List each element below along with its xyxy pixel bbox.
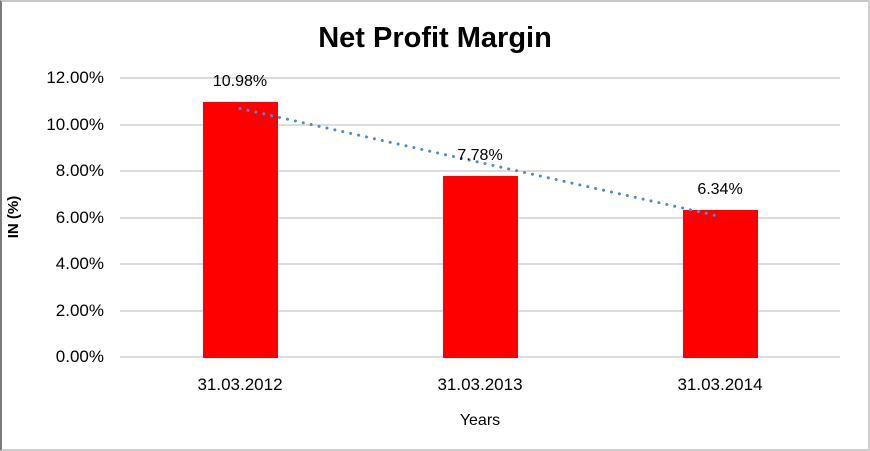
y-tick-label: 12.00% — [46, 68, 104, 87]
bar — [442, 176, 518, 358]
bar-data-label: 6.34% — [697, 180, 743, 198]
horizontal-gridline — [120, 77, 840, 79]
y-tick-label: 6.00% — [55, 207, 104, 227]
x-tick-label: 31.03.2013 — [437, 375, 523, 394]
y-tick-label: 10.00% — [46, 114, 104, 134]
y-tick-label: 8.00% — [55, 161, 104, 180]
x-tick-label: 31.03.2012 — [197, 375, 283, 394]
y-tick-label: 2.00% — [55, 300, 104, 320]
y-tick-label: 0.00% — [55, 347, 104, 366]
bar-data-label: 7.78% — [457, 147, 503, 165]
bar-data-label: 10.98% — [212, 72, 268, 90]
x-axis-title: Years — [459, 412, 501, 429]
bar — [682, 209, 758, 358]
y-tick-label: 4.00% — [55, 254, 104, 273]
x-tick-label: 31.03.2014 — [677, 375, 763, 394]
bar — [202, 101, 278, 358]
chart-title: Net Profit Margin — [318, 22, 552, 54]
